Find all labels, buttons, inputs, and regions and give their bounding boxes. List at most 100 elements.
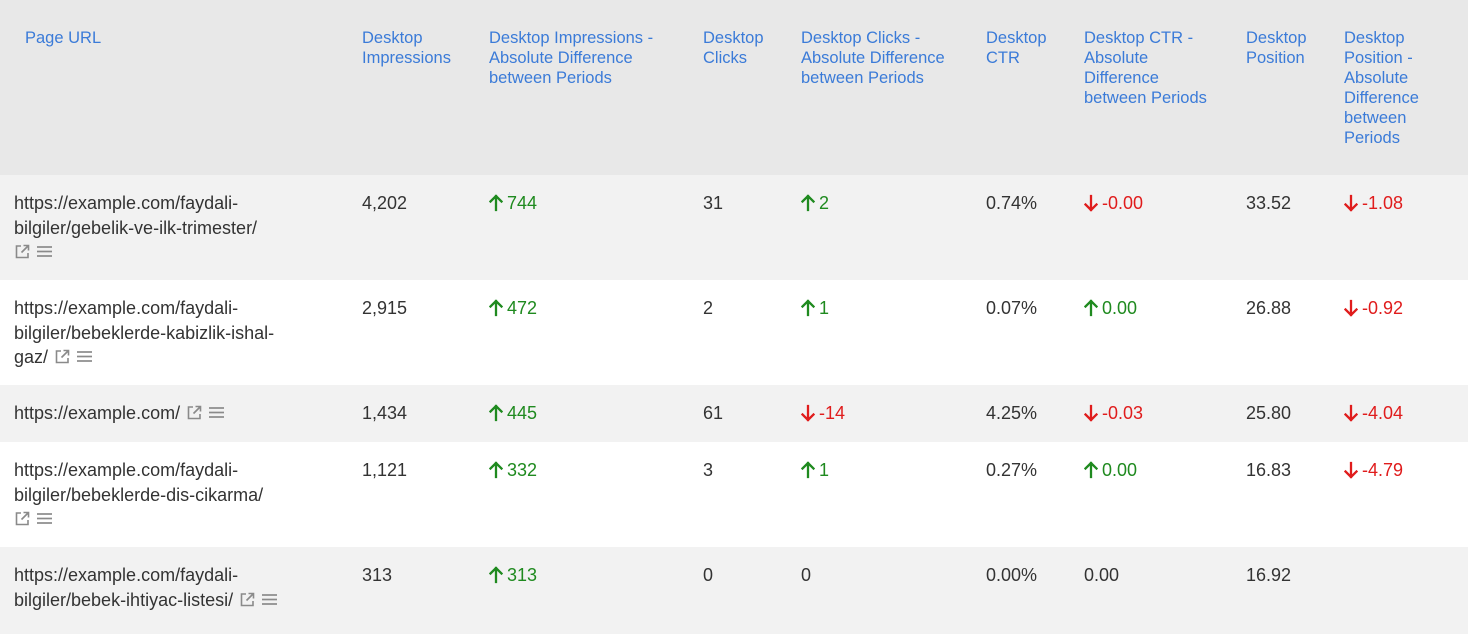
position-cell: 25.80 [1246, 403, 1292, 423]
menu-lines-icon[interactable] [208, 404, 225, 421]
page-url-cell: https://example.com/faydali-bilgiler/geb… [14, 191, 339, 265]
arrow-up-icon [801, 299, 815, 317]
impressions-cell: 2,915 [362, 298, 408, 318]
delta-number: 2 [819, 193, 830, 213]
clicks-diff-cell: 1 [801, 458, 829, 486]
page-url-text[interactable]: https://example.com/faydali- [14, 565, 239, 585]
impressions-cell: 1,434 [362, 403, 408, 423]
external-link-icon[interactable] [186, 404, 203, 421]
external-link-icon[interactable] [14, 243, 31, 260]
clicks-diff-cell: 2 [801, 191, 829, 219]
external-link-icon[interactable] [239, 591, 256, 608]
table-row: https://example.com/faydali-bilgiler/beb… [0, 547, 1468, 634]
position-diff-cell: -0.92 [1344, 296, 1403, 324]
delta-value: 0.00 [1084, 458, 1137, 483]
delta-number: -14 [819, 403, 846, 423]
clicks-diff-cell: 0 [801, 563, 811, 588]
delta-number: 1 [819, 298, 830, 318]
arrow-down-icon [1084, 195, 1098, 212]
column-header-desktop-impressions[interactable]: Desktop Impressions [362, 29, 451, 67]
impressions-diff-cell: 744 [489, 191, 537, 219]
position-cell: 16.92 [1246, 565, 1292, 585]
page-url-text[interactable]: bilgiler/gebelik-ve-ilk-trimester/ [14, 217, 258, 238]
delta-number: 0 [801, 565, 812, 585]
page-url-text[interactable]: https://example.com/faydali- [14, 193, 239, 213]
delta-number: -0.03 [1102, 403, 1144, 423]
delta-value: -0.00 [1084, 191, 1143, 216]
delta-value: 1 [801, 296, 829, 321]
menu-lines-icon[interactable] [36, 243, 53, 260]
arrow-down-icon [1344, 462, 1358, 479]
arrow-down-icon [1084, 405, 1098, 422]
delta-value: 445 [489, 401, 537, 426]
column-header-desktop-position[interactable]: Desktop Position [1246, 29, 1307, 67]
delta-number: 472 [507, 298, 538, 318]
position-cell: 16.83 [1246, 460, 1292, 480]
delta-value: -4.04 [1344, 401, 1403, 426]
column-header-page-url[interactable]: Page URL [25, 29, 102, 47]
delta-number: 1 [819, 460, 830, 480]
page-url-text[interactable]: bilgiler/bebeklerde-kabizlik-ishal- [14, 322, 275, 343]
clicks-cell: 31 [703, 193, 724, 213]
column-header-impressions-diff[interactable]: Desktop Impressions - Absolute Differenc… [489, 29, 654, 87]
page-url-text[interactable]: bilgiler/bebeklerde-dis-cikarma/ [14, 484, 264, 505]
ctr-diff-cell: 0.00 [1084, 296, 1137, 324]
ctr-cell: 0.27% [986, 460, 1038, 480]
delta-number: -0.92 [1362, 298, 1404, 318]
delta-number: 744 [507, 193, 538, 213]
page-url-text[interactable]: gaz/ [14, 347, 49, 367]
external-link-icon[interactable] [14, 510, 31, 527]
ctr-diff-cell: 0.00 [1084, 458, 1137, 486]
delta-number: 0.00 [1084, 565, 1120, 585]
impressions-diff-cell: 472 [489, 296, 537, 324]
clicks-cell: 3 [703, 460, 714, 480]
position-cell: 26.88 [1246, 298, 1292, 318]
delta-number: 0.00 [1102, 460, 1138, 480]
delta-number: -1.08 [1362, 193, 1404, 213]
arrow-down-icon [1344, 195, 1358, 212]
impressions-cell: 4,202 [362, 193, 408, 213]
menu-lines-icon[interactable] [36, 510, 53, 527]
column-header-desktop-clicks[interactable]: Desktop Clicks [703, 29, 764, 67]
column-header-ctr-diff[interactable]: Desktop CTR - Absolute Difference betwee… [1084, 29, 1207, 107]
delta-number: 332 [507, 460, 538, 480]
column-header-desktop-ctr[interactable]: Desktop CTR [986, 29, 1047, 67]
page-url-text[interactable]: https://example.com/faydali- [14, 460, 239, 480]
delta-number: 0.00 [1102, 298, 1138, 318]
delta-number: -4.79 [1362, 460, 1404, 480]
delta-number: 445 [507, 403, 538, 423]
position-diff-cell: -4.04 [1344, 401, 1403, 429]
arrow-up-icon [1084, 461, 1098, 479]
page-url-text[interactable]: https://example.com/ [14, 403, 181, 423]
position-diff-cell: -1.08 [1344, 191, 1403, 219]
column-header-clicks-diff[interactable]: Desktop Clicks - Absolute Difference bet… [801, 29, 945, 87]
clicks-cell: 0 [703, 565, 714, 585]
clicks-diff-cell: 1 [801, 296, 829, 324]
delta-value: 2 [801, 191, 829, 216]
delta-value: 744 [489, 191, 537, 216]
delta-value: 472 [489, 296, 537, 321]
delta-value: -4.79 [1344, 458, 1403, 483]
ctr-cell: 4.25% [986, 403, 1038, 423]
arrow-up-icon [489, 461, 503, 479]
page-url-text[interactable]: https://example.com/faydali- [14, 298, 239, 318]
arrow-up-icon [489, 194, 503, 212]
arrow-up-icon [489, 299, 503, 317]
arrow-up-icon [489, 404, 503, 422]
menu-lines-icon[interactable] [261, 591, 278, 608]
arrow-up-icon [801, 461, 815, 479]
delta-number: -0.00 [1102, 193, 1144, 213]
page-url-text[interactable]: bilgiler/bebek-ihtiyac-listesi/ [14, 589, 234, 610]
clicks-cell: 2 [703, 298, 714, 318]
impressions-cell: 313 [362, 565, 393, 585]
delta-value: -0.03 [1084, 401, 1143, 426]
arrow-up-icon [489, 566, 503, 584]
table-row: https://example.com/1,434 445 61 -14 4.25% -0… [0, 385, 1468, 442]
external-link-icon[interactable] [54, 348, 71, 365]
menu-lines-icon[interactable] [76, 348, 93, 365]
delta-value: -1.08 [1344, 191, 1403, 216]
delta-value: -0.92 [1344, 296, 1403, 321]
arrow-down-icon [1344, 405, 1358, 422]
column-header-position-diff[interactable]: Desktop Position - Absolute Difference b… [1344, 29, 1419, 147]
